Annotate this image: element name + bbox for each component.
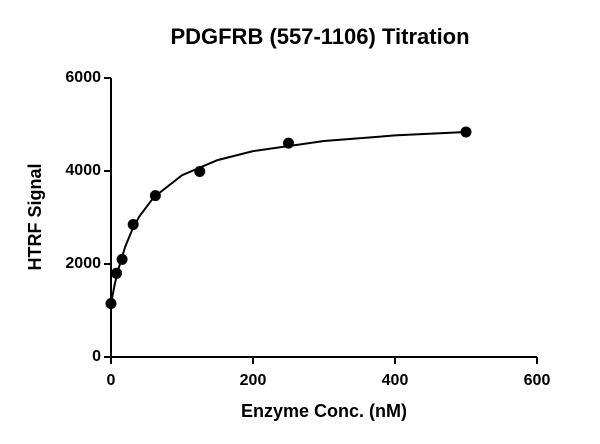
data-point xyxy=(116,253,128,265)
x-tick-label: 600 xyxy=(524,372,551,389)
data-point xyxy=(111,267,123,279)
x-tick-label: 200 xyxy=(240,372,267,389)
data-point xyxy=(105,298,117,310)
x-axis-label: Enzyme Conc. (nM) xyxy=(241,401,407,421)
data-point xyxy=(283,137,294,149)
y-axis-label: HTRF Signal xyxy=(25,164,45,271)
x-tick-label: 0 xyxy=(107,372,116,389)
y-tick-label: 0 xyxy=(92,348,101,365)
x-tick-label: 400 xyxy=(382,372,409,389)
data-point xyxy=(194,165,206,177)
data-point xyxy=(127,218,139,230)
data-point xyxy=(149,190,161,202)
fit-curve xyxy=(110,130,467,304)
y-tick-label: 6000 xyxy=(65,69,101,86)
y-tick-label: 4000 xyxy=(65,162,101,179)
chart-title: PDGFRB (557-1106) Titration xyxy=(170,24,469,49)
data-point xyxy=(460,126,472,138)
y-tick-label: 2000 xyxy=(65,255,101,272)
